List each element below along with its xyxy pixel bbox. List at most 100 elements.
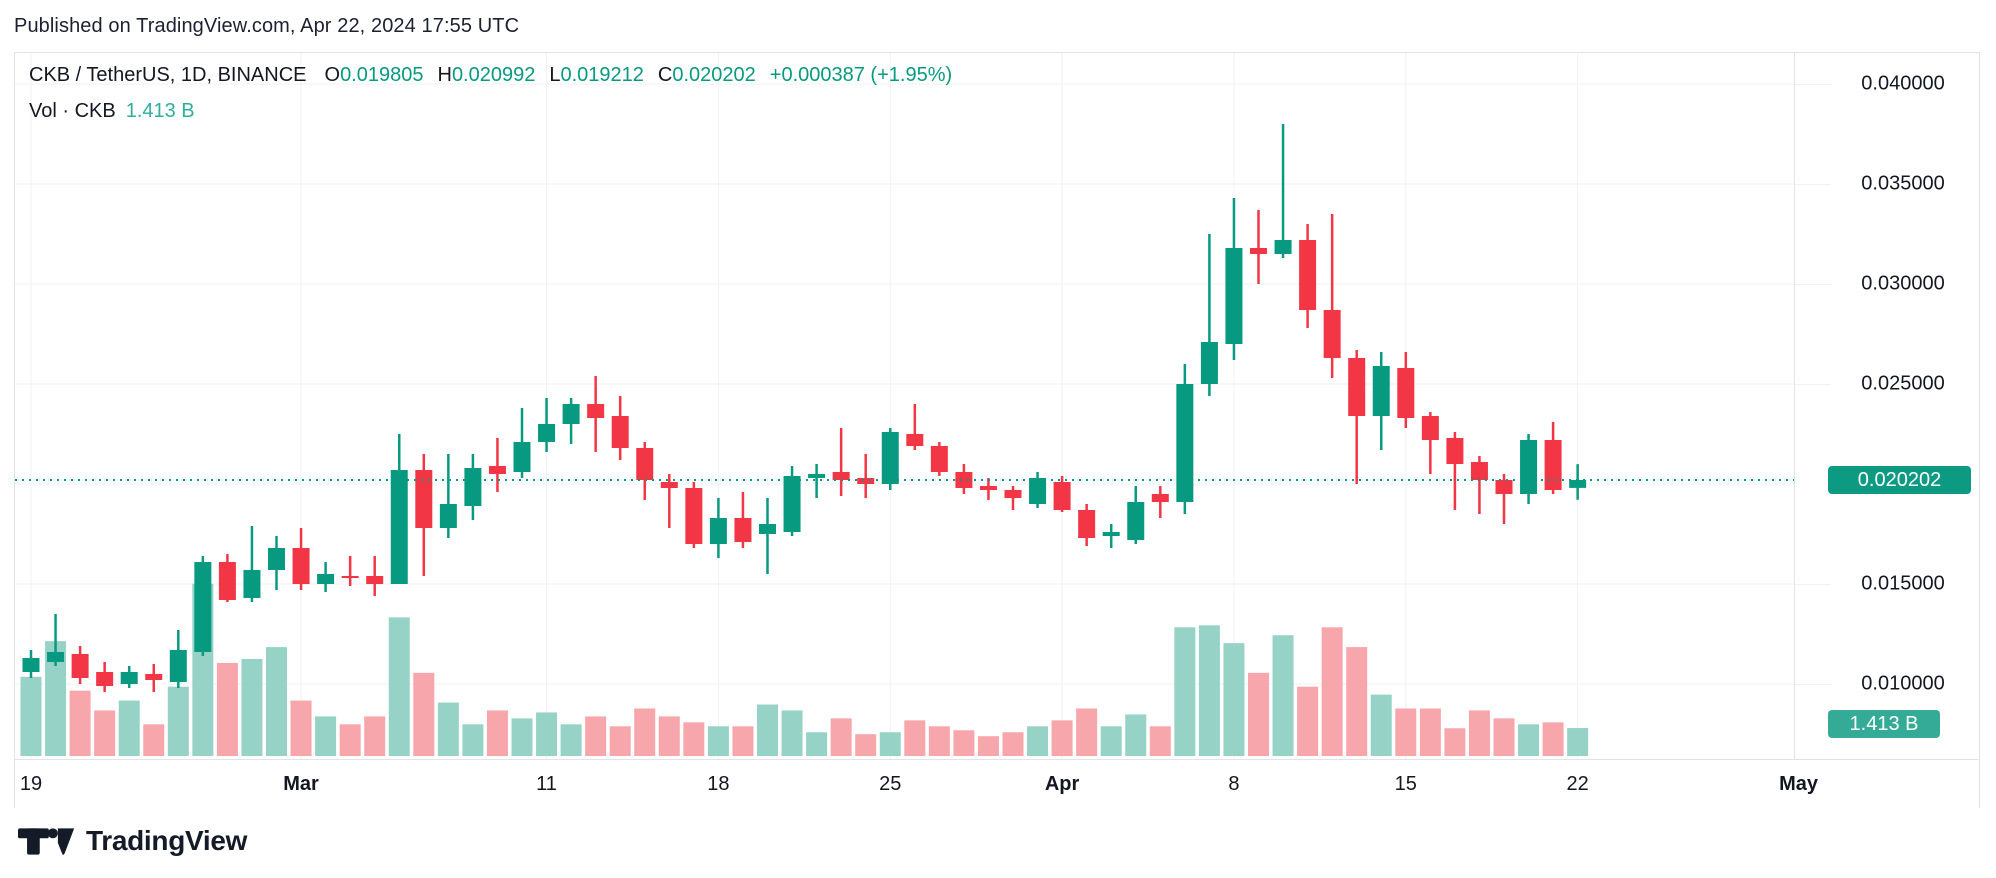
candle-wick: [348, 556, 352, 586]
candle-body: [317, 574, 335, 584]
candle-wick: [766, 498, 769, 574]
candle-body: [341, 576, 359, 578]
volume-bar: [1444, 728, 1466, 756]
candle-body: [1200, 342, 1218, 384]
volume-bar: [1051, 720, 1073, 756]
candle-wick: [447, 454, 450, 538]
candle-body: [1372, 366, 1390, 416]
volume-bar: [879, 732, 901, 756]
price-axis-tick: [1795, 84, 1831, 85]
price-axis-label: 0.015000: [1861, 572, 1945, 595]
candle-body: [22, 658, 40, 672]
volume-bar: [388, 617, 410, 756]
volume-bar: [20, 676, 42, 756]
candle-body: [1029, 478, 1047, 504]
candle-body: [709, 518, 727, 544]
candle-body: [1004, 490, 1022, 498]
candle-body: [47, 652, 65, 662]
candle-wick: [1502, 474, 1506, 524]
time-axis-label: 25: [879, 773, 902, 795]
symbol-title: CKB / TetherUS, 1D, BINANCE: [29, 64, 307, 86]
candle-body: [415, 470, 433, 528]
candle-body: [366, 576, 384, 584]
volume-bar: [1419, 708, 1441, 756]
candle-body: [1446, 438, 1464, 464]
candle-body: [145, 674, 163, 680]
candle-wick: [1355, 350, 1358, 484]
price-axis-label: 0.040000: [1861, 72, 1945, 95]
volume-bar: [953, 730, 975, 756]
volume-bar: [634, 708, 656, 756]
volume-bar: [1002, 732, 1024, 756]
time-axis-label: Mar: [283, 773, 319, 795]
candle-body: [1544, 440, 1562, 490]
volume-bar: [94, 710, 116, 756]
volume-bar: [1149, 726, 1171, 756]
candle-body: [857, 478, 875, 484]
candle-body: [906, 434, 924, 446]
candle-body: [562, 404, 580, 424]
candle-body: [1274, 240, 1292, 254]
candle-body: [1470, 462, 1488, 480]
volume-bar: [928, 726, 950, 756]
volume-bar: [904, 720, 926, 756]
volume-bar: [486, 710, 508, 756]
candle-body: [759, 524, 776, 534]
candle-body: [1397, 368, 1415, 418]
candle-wick: [815, 464, 818, 498]
volume-bar: [462, 724, 484, 756]
candle-wick: [913, 404, 917, 450]
chart-pane[interactable]: CKB / TetherUS, 1D, BINANCE O0.019805 H0.0…: [15, 53, 1794, 759]
candle-body: [881, 432, 899, 484]
time-axis-label: May: [1779, 773, 1819, 795]
volume-bar: [1395, 708, 1417, 756]
candle-body: [808, 474, 826, 478]
candle-body: [955, 472, 973, 488]
tradingview-logo[interactable]: TradingView: [18, 822, 247, 860]
ohlc-open: O0.019805: [324, 64, 424, 86]
volume-bar: [118, 700, 140, 756]
candle-body: [1299, 240, 1317, 310]
candle-body: [243, 570, 261, 598]
price-axis[interactable]: 0.020202 1.413 B 0.040000 0.035000 0.03000…: [1794, 53, 1979, 759]
volume-bar: [1272, 635, 1294, 756]
candle-body: [488, 466, 506, 474]
volume-bar: [1321, 627, 1343, 756]
candle-wick: [839, 428, 843, 496]
price-axis-tick: [1795, 284, 1831, 285]
candle-wick: [1281, 124, 1285, 258]
volume-bar: [1125, 714, 1147, 756]
time-axis-label: 18: [707, 773, 730, 795]
candle-body: [390, 470, 408, 584]
candle-body: [1569, 479, 1587, 488]
volume-bar: [167, 686, 189, 756]
price-axis-label: 0.035000: [1861, 172, 1945, 195]
volume-bar: [1297, 686, 1319, 756]
ohlc-close: C0.020202: [657, 64, 756, 86]
candle-wick: [1330, 214, 1334, 378]
candle-body: [1348, 358, 1366, 416]
candle-body: [1520, 440, 1538, 494]
volume-bar: [707, 726, 729, 756]
candle-body: [587, 404, 605, 418]
volume-bar: [216, 662, 238, 756]
candle-body: [611, 416, 629, 448]
candle-wick: [1257, 210, 1260, 284]
legend-symbol-line: CKB / TetherUS, 1D, BINANCE O0.019805 H0.0…: [29, 57, 952, 93]
time-axis-label: Apr: [1044, 773, 1080, 795]
volume-label: Vol · CKB: [29, 100, 116, 122]
volume-bar: [1542, 722, 1564, 756]
candle-body: [660, 482, 678, 488]
time-axis[interactable]: 19 Mar 11 18 25 Apr 8 15 22 May: [15, 759, 1979, 808]
volume-bar: [536, 712, 558, 756]
candle-body: [1102, 532, 1120, 536]
candle-body: [1250, 248, 1267, 254]
price-axis-label: 0.025000: [1861, 372, 1945, 395]
candle-body: [439, 504, 457, 528]
volume-bar: [143, 724, 165, 756]
candle-body: [120, 672, 138, 684]
candlestick-chart[interactable]: [15, 53, 1794, 759]
volume-bar: [1518, 724, 1540, 756]
volume-value: 1.413 B: [125, 100, 195, 122]
